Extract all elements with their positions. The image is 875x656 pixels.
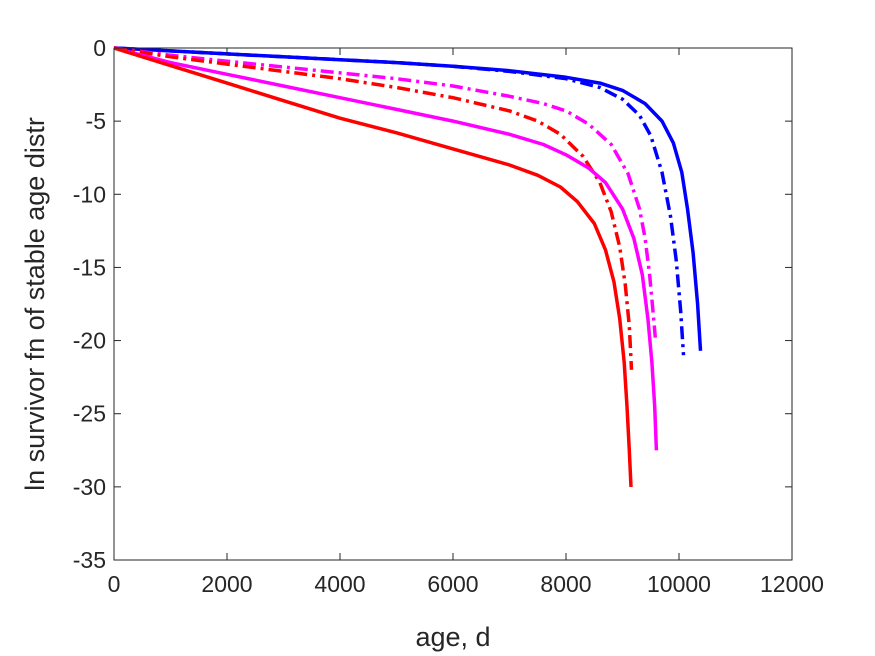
x-tick-label: 10000 <box>647 571 711 597</box>
y-tick-label: -5 <box>86 108 106 134</box>
ticks-layer: 0 2000 4000 6000 8000 10000 12000 0 -5 -10 -15 -20 -… <box>73 35 824 597</box>
y-tick-label: 0 <box>93 35 106 61</box>
y-axis-label: ln survivor fn of stable age distr <box>20 117 50 491</box>
x-tick-label: 12000 <box>760 571 824 597</box>
y-tick-label: -10 <box>73 181 106 207</box>
series-line-3 <box>113 46 634 370</box>
plot-background <box>114 48 792 560</box>
y-tick-label: -15 <box>73 254 106 280</box>
series-layer <box>113 46 703 487</box>
x-axis-label: age, d <box>415 622 490 652</box>
y-tick-label: -35 <box>73 547 106 573</box>
series-line-0 <box>113 46 703 351</box>
x-tick-label: 0 <box>108 571 121 597</box>
series-line-5 <box>113 46 633 487</box>
x-tick-label: 6000 <box>427 571 478 597</box>
y-tick-label: -25 <box>73 401 106 427</box>
x-tick-label: 8000 <box>540 571 591 597</box>
series-line-2 <box>113 46 658 338</box>
series-line-1 <box>113 46 686 356</box>
y-tick-label: -30 <box>73 474 106 500</box>
x-tick-label: 4000 <box>314 571 365 597</box>
series-line-4 <box>113 46 659 451</box>
y-tick-label: -20 <box>73 328 106 354</box>
x-tick-label: 2000 <box>201 571 252 597</box>
